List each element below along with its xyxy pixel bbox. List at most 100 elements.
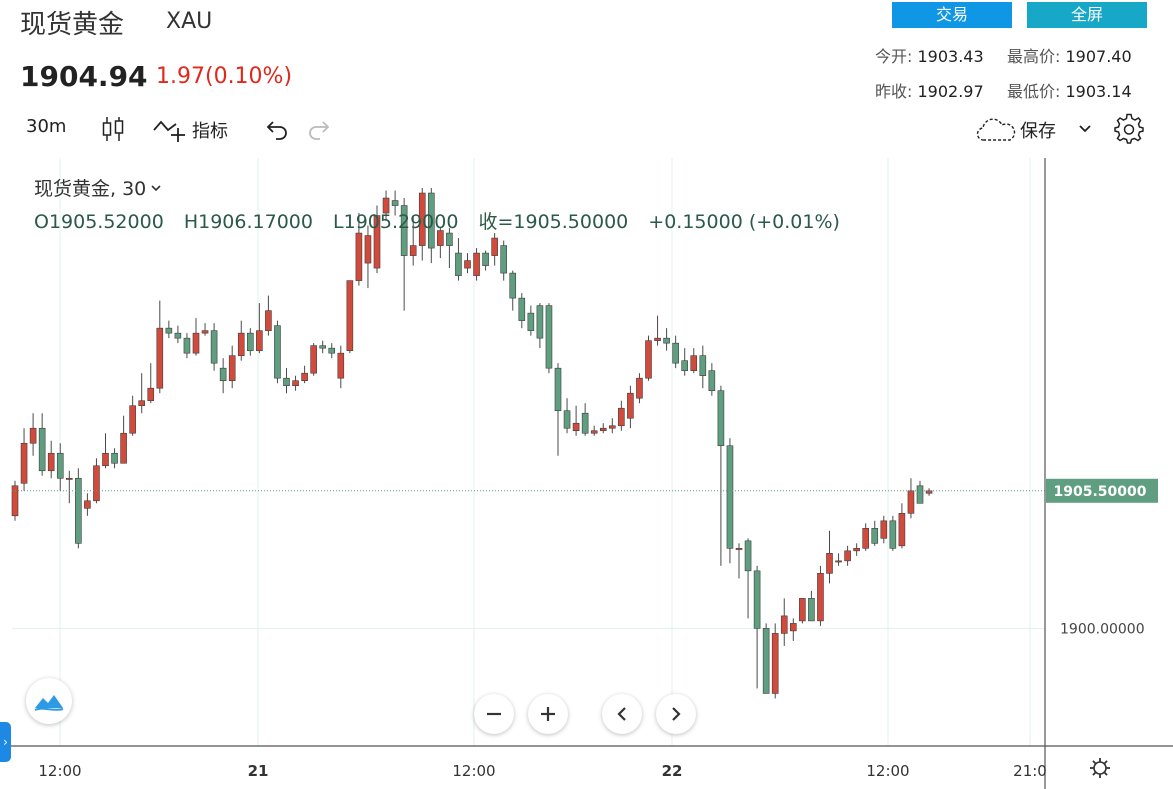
- candle-body: [572, 422, 580, 432]
- candle-body: [391, 200, 399, 206]
- candle-body: [373, 215, 381, 269]
- candle-body: [183, 337, 191, 354]
- candle-body: [256, 330, 263, 351]
- candle-body: [762, 628, 770, 694]
- candle-body: [437, 230, 444, 246]
- candle-body: [328, 347, 336, 354]
- current-price-badge: [1046, 478, 1158, 503]
- candle-body: [346, 280, 354, 351]
- candle-body: [47, 452, 55, 472]
- x-tick-label: 21: [248, 762, 269, 780]
- scroll-left-button[interactable]: [602, 694, 642, 734]
- candle-body: [464, 260, 471, 269]
- axis-settings-gear-tooth: [1103, 771, 1108, 776]
- candle-body: [735, 548, 743, 550]
- candle-body: [581, 412, 589, 434]
- candle-body: [907, 490, 915, 514]
- candle-body: [509, 272, 517, 299]
- price-change: 1.97(0.10%): [156, 64, 293, 89]
- legend-open: O1905.52000: [34, 211, 164, 233]
- candle-body: [681, 360, 689, 371]
- candle-body: [138, 400, 145, 407]
- candle-body: [319, 345, 327, 349]
- last-price: 1904.94: [20, 60, 148, 93]
- high-label: 最高价:: [1007, 47, 1061, 66]
- fullscreen-button[interactable]: 全屏: [1027, 2, 1147, 28]
- save-menu-button[interactable]: [1076, 118, 1094, 140]
- candle-body: [455, 252, 462, 276]
- axis-settings-gear-tooth: [1092, 760, 1097, 765]
- candle-body: [156, 327, 164, 389]
- indicators-button[interactable]: 指标: [152, 116, 228, 144]
- candle-body: [84, 500, 91, 509]
- indicators-icon: [153, 120, 185, 142]
- candle-type-button[interactable]: [100, 114, 126, 144]
- candle-body: [898, 513, 906, 547]
- chevron-down-icon: [1079, 125, 1091, 133]
- candle-body: [771, 633, 779, 694]
- cloud-icon: [976, 118, 1016, 141]
- zoom-out-button[interactable]: [474, 694, 514, 734]
- x-tick-label: 22: [662, 762, 683, 780]
- candle-body: [102, 452, 109, 467]
- scroll-right-button[interactable]: [656, 694, 696, 734]
- candle-body: [500, 245, 508, 274]
- settings-button[interactable]: [1113, 113, 1145, 145]
- candle-body: [880, 520, 888, 539]
- candle-body: [400, 205, 408, 256]
- chevron-left-icon: [617, 707, 626, 721]
- axis-settings-icon[interactable]: [1090, 758, 1110, 778]
- low-label: 最低价:: [1007, 82, 1061, 101]
- candle-body: [192, 332, 200, 354]
- save-button[interactable]: 保存: [976, 116, 1056, 144]
- candle-body: [237, 332, 245, 356]
- candle-body: [75, 477, 82, 544]
- instrument-symbol: XAU: [166, 9, 213, 34]
- candle-body: [482, 252, 489, 266]
- candle-body: [636, 377, 643, 399]
- candle-body: [20, 442, 28, 484]
- candle-body: [56, 452, 64, 479]
- candle-body: [645, 340, 652, 379]
- y-tick-label: 1900.00000: [1060, 621, 1145, 637]
- candle-body: [174, 332, 182, 339]
- candle-body: [518, 297, 526, 321]
- candle-body: [554, 367, 562, 412]
- candle-body: [871, 528, 879, 544]
- side-panel-toggle[interactable]: ›: [0, 722, 11, 762]
- candlestick-chart[interactable]: 1905.50000 1900.00000 12:00 21 12:00 22 12:00 2…: [0, 158, 1173, 789]
- interval-button[interactable]: 30m: [26, 116, 67, 137]
- candle-body: [355, 232, 363, 281]
- chart-logo-button[interactable]: [26, 678, 72, 724]
- candle-body: [799, 598, 806, 622]
- candle-body: [826, 553, 833, 574]
- axis-settings-gear-tooth: [1092, 771, 1097, 776]
- candle-body: [608, 425, 616, 429]
- candle-body: [265, 310, 272, 331]
- trade-button[interactable]: 交易: [892, 2, 1012, 28]
- chart-legend-values: O1905.52000 H1906.17000 L1905.29000 收=19…: [34, 207, 854, 234]
- redo-button[interactable]: [306, 118, 332, 142]
- gear-icon: [1114, 113, 1144, 144]
- high-value: 1907.40: [1065, 47, 1132, 66]
- low-value: 1903.14: [1065, 82, 1132, 101]
- candle-body: [11, 485, 19, 517]
- candle-body: [889, 520, 897, 549]
- chart-area[interactable]: 1905.50000 1900.00000 12:00 21 12:00 22 12:00 2…: [0, 158, 1173, 789]
- save-label: 保存: [1020, 121, 1056, 142]
- undo-icon: [266, 121, 287, 140]
- chart-legend-title[interactable]: 现货黄金, 30: [34, 174, 163, 201]
- candle-body: [590, 430, 598, 434]
- candle-body: [247, 332, 254, 351]
- candle-body: [536, 305, 544, 339]
- undo-button[interactable]: [264, 118, 290, 142]
- plus-icon: [541, 707, 555, 721]
- candle-body: [292, 380, 299, 386]
- zoom-in-button[interactable]: [528, 694, 568, 734]
- candle-body: [753, 570, 761, 629]
- candlestick-icon: [102, 117, 124, 141]
- legend-high: H1906.17000: [183, 211, 313, 233]
- candle-body: [699, 355, 707, 376]
- candle-body: [599, 427, 607, 432]
- candle-body: [808, 598, 815, 622]
